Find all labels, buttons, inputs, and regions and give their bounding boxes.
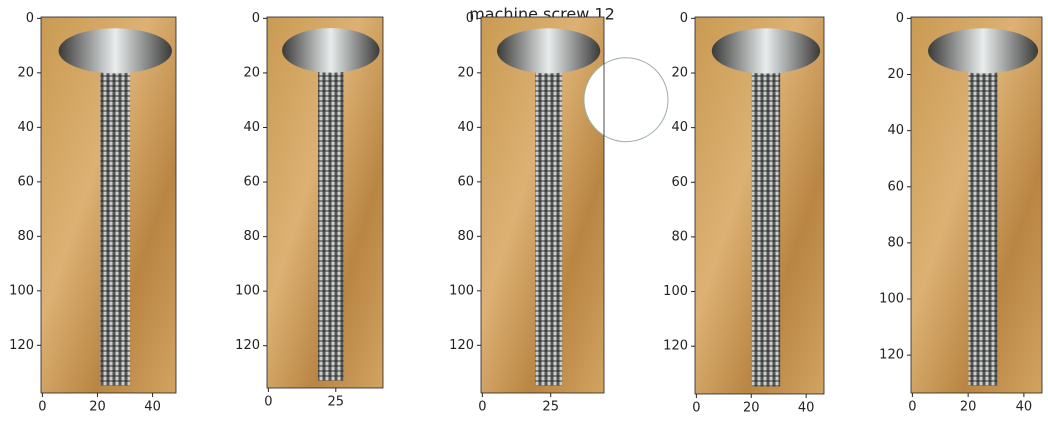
x-tick-label: 0 [478,400,486,415]
axes-frame [694,16,825,395]
screw-head [282,28,380,73]
y-tick-label: 100 [879,292,904,307]
y-tick-label: 0 [680,11,688,26]
y-tick-label: 20 [457,65,474,80]
y-tick-label: 120 [449,338,474,353]
y-tick-label: 40 [887,123,904,138]
axes-frame [480,16,605,394]
x-tick-label: 25 [328,395,345,410]
x-tick-label: 0 [908,400,916,415]
screw-head [928,28,1039,74]
y-tick-label: 40 [17,120,34,135]
y-tick-label: 60 [243,175,260,190]
image-panel: 0 25 0 20 40 60 80 100 120 [449,11,669,415]
y-tick-label: 20 [671,66,688,81]
y-tick-label: 80 [671,229,688,244]
screw-shank [535,69,563,386]
x-tick-label: 40 [798,401,815,416]
x-tick-label: 0 [692,401,700,416]
x-tick-label: 20 [960,400,977,415]
screw-head [58,28,172,74]
y-tick-label: 20 [17,65,34,80]
x-tick-label: 0 [38,400,46,415]
y-tick-label: 80 [887,235,904,250]
y-tick-label: 100 [9,283,34,298]
y-tick-label: 60 [887,179,904,194]
y-tick-label: 120 [879,348,904,363]
x-tick-label: 25 [542,400,559,415]
image-panel: 0 20 40 0 20 40 60 80 100 120 [879,11,1043,415]
y-tick-label: 40 [671,120,688,135]
y-tick-label: 20 [243,65,260,80]
y-tick-label: 80 [457,229,474,244]
y-tick-label: 20 [887,67,904,82]
y-tick-label: 100 [663,284,688,299]
y-tick-label: 40 [243,120,260,135]
x-tick-label: 40 [144,400,161,415]
x-tick-label: 0 [264,395,272,410]
y-tick-label: 120 [9,338,34,353]
screw-shank [968,69,998,386]
x-tick-label: 20 [743,401,760,416]
y-tick-label: 40 [457,120,474,135]
y-tick-label: 0 [26,11,34,26]
y-tick-label: 100 [235,284,260,299]
axes-frame [910,16,1043,394]
y-tick-label: 60 [671,175,688,190]
image-panel: 0 20 40 0 20 40 60 80 100 120 [663,11,825,416]
y-tick-label: 60 [457,174,474,189]
axes-frame [266,16,384,389]
y-tick-label: 0 [252,11,260,26]
screw-shank [318,68,344,381]
y-tick-label: 100 [449,283,474,298]
y-tick-label: 60 [17,174,34,189]
y-tick-label: 80 [17,229,34,244]
y-tick-label: 120 [663,339,688,354]
screw-head [496,28,601,74]
screw-head [711,28,821,74]
y-tick-label: 0 [896,11,904,26]
screw-shank [751,69,781,387]
axes-frame [40,16,177,394]
image-panel: 0 20 40 0 20 40 60 80 100 120 [9,11,177,415]
y-tick-label: 120 [235,338,260,353]
y-tick-label: 0 [466,11,474,26]
x-tick-label: 20 [89,400,106,415]
x-tick-label: 40 [1016,400,1033,415]
y-tick-label: 80 [243,229,260,244]
image-panel: 0 25 0 20 40 60 80 100 120 [235,11,384,410]
screw-shank [100,69,131,386]
reflection [583,57,669,143]
